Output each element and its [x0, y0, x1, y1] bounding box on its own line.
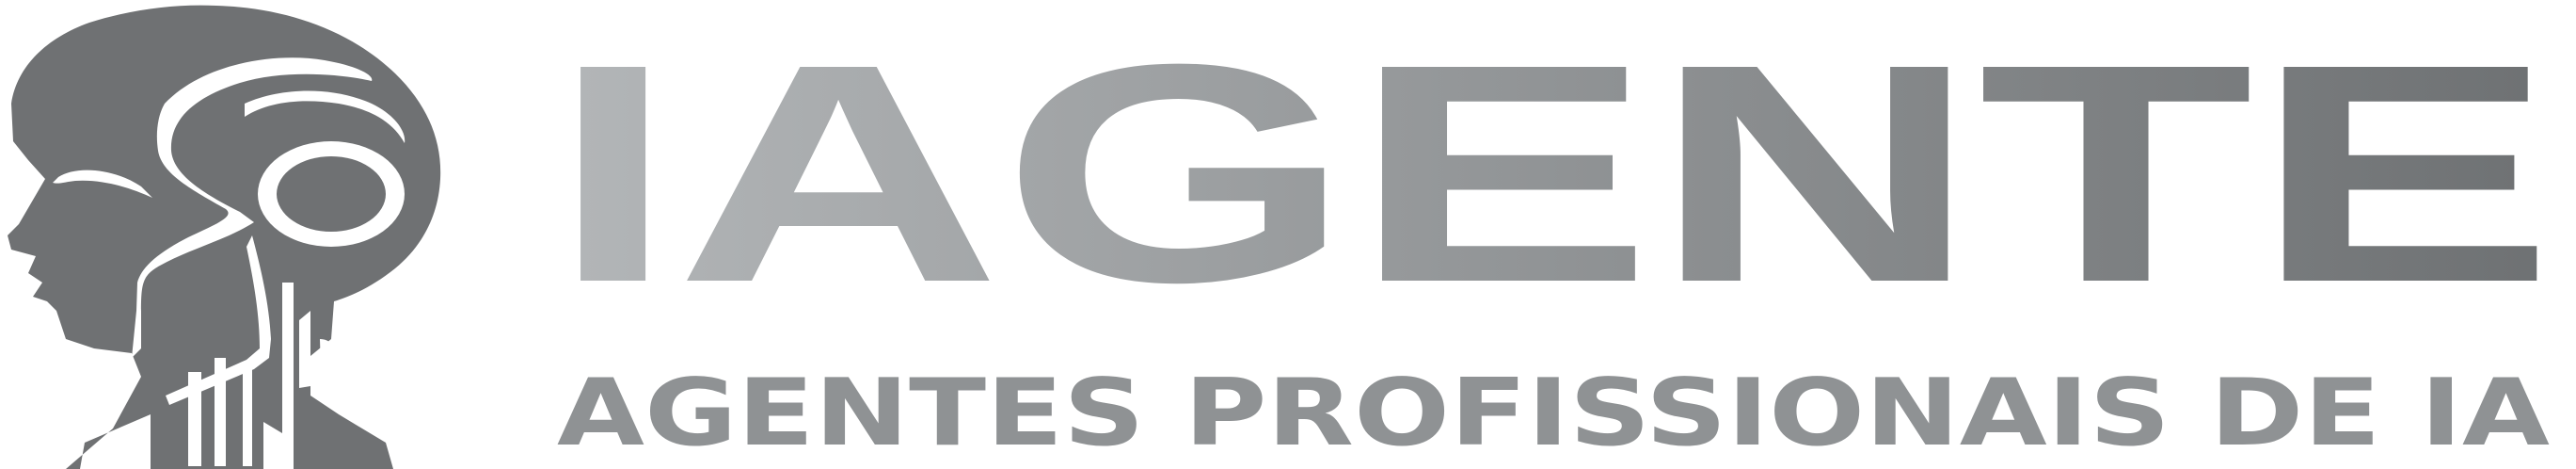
wordmark-text: IAGENTE [550, 28, 2554, 292]
tagline-text: AGENTES PROFISSIONAIS DE IA [557, 360, 2550, 461]
robot-head-profile-icon [8, 5, 441, 469]
tagline: AGENTES PROFISSIONAIS DE IA [557, 360, 2550, 461]
wordmark-iagente: IAGENTE [550, 28, 2554, 292]
